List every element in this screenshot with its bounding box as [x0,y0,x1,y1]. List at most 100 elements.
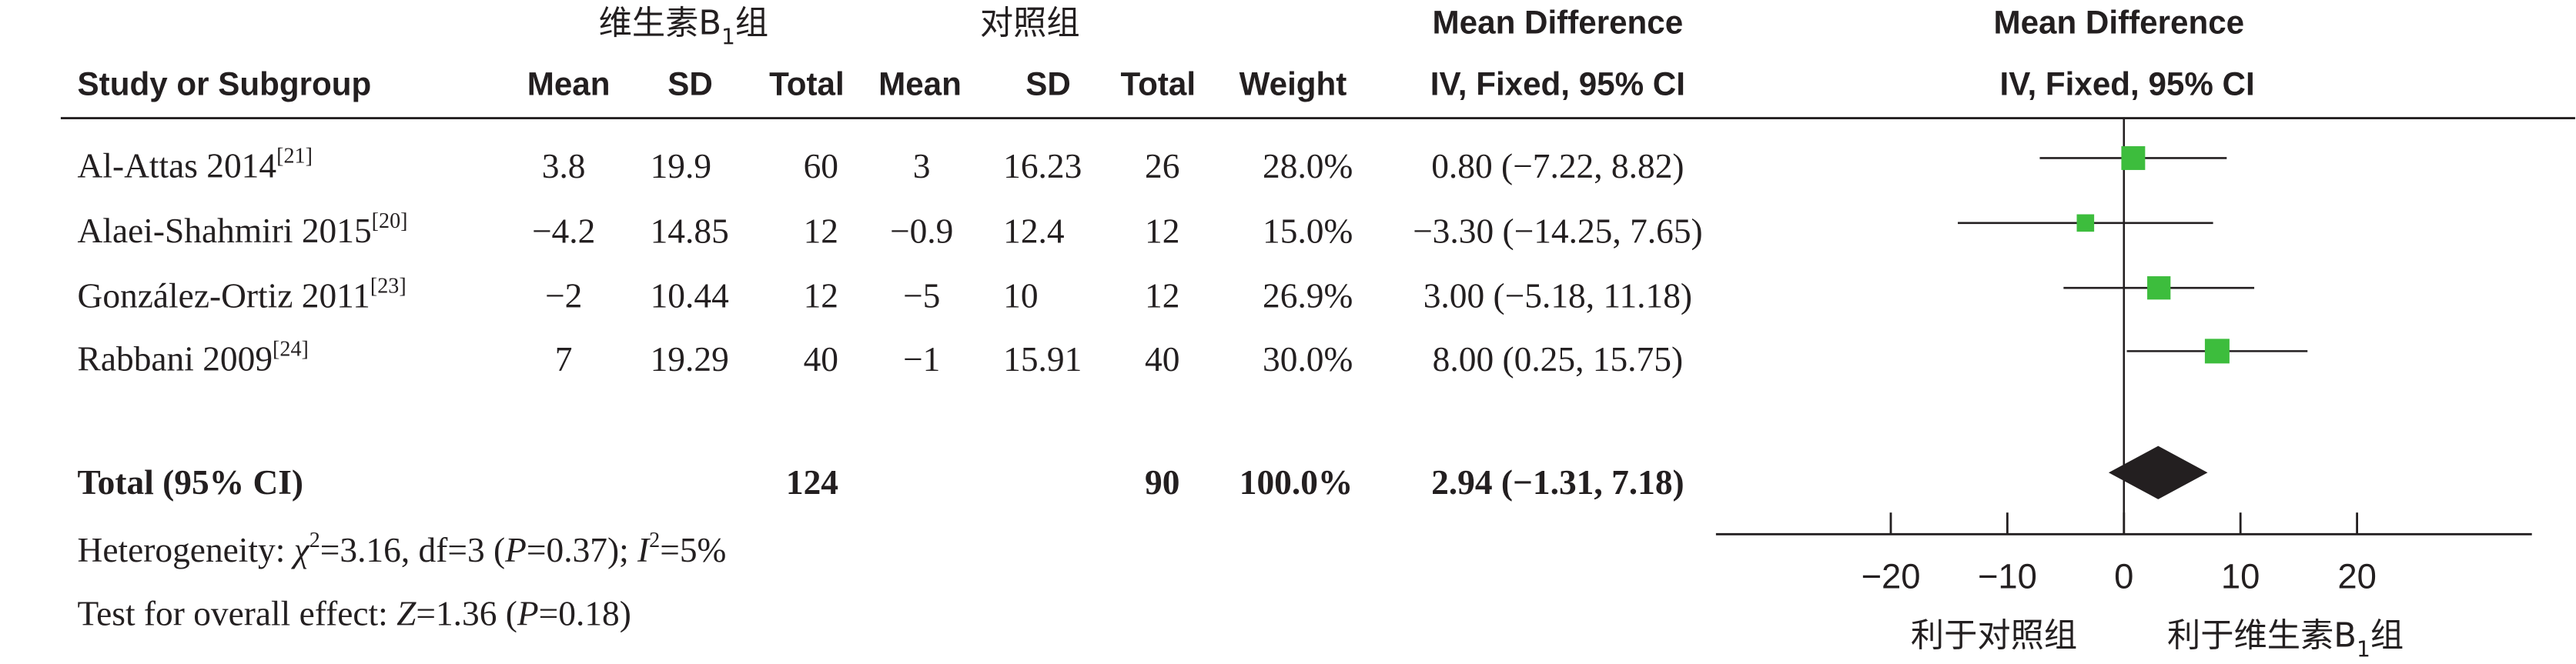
effect-ci: 0.80 (−7.22, 8.82) [1431,147,1684,185]
x-tick-label: 0 [2114,557,2133,596]
sd: 19.9 [651,147,711,185]
mean: −1 [903,340,940,379]
column-header: IV, Fixed, 95% CI [1430,66,1685,102]
total: 90 [1145,463,1179,502]
effect-ci: 3.00 (−5.18, 11.18) [1423,277,1692,315]
effect-square [2147,276,2171,300]
favours-label-part: 组 [2370,616,2404,655]
x-tick-label: 20 [2337,557,2377,596]
favours-label: 利于对照组 [1911,616,2077,655]
column-header: Weight [1239,66,1347,102]
column-header: Study or Subgroup [78,66,372,102]
mean: −4.2 [532,212,595,250]
total: 12 [804,212,838,250]
heterogeneity-part: I [637,532,651,570]
sd: 12.4 [1003,212,1064,250]
heterogeneity-part: P [504,532,527,570]
effect-square [2076,214,2095,232]
column-header: SD [1025,66,1071,102]
weight: 28.0% [1263,147,1353,185]
total-name: Total (95% CI) [78,463,303,502]
study-name-part: Rabbani 2009 [78,340,273,379]
heterogeneity-part: χ [291,532,310,570]
column-header: Total [1121,66,1196,102]
heterogeneity-part: =0.37); [527,532,637,570]
x-tick-label: 10 [2221,557,2260,596]
effect-ci: 8.00 (0.25, 15.75) [1433,340,1683,379]
study-name-part: [24] [273,337,309,361]
total: 12 [1145,277,1179,315]
effect-square [2204,339,2230,364]
overall-effect-part: Z [396,595,417,633]
sd: 14.85 [651,212,729,250]
total: 12 [1145,212,1179,250]
overall-effect-part: Test for overall effect: [78,595,397,633]
column-header: Mean [527,66,611,102]
group-header: Mean Difference [1433,5,1684,41]
study-name-part: González-Ortiz 2011 [78,277,370,315]
study-name-part: Al-Attas 2014 [78,147,277,185]
study-name-part: [20] [372,209,408,233]
group-header: 对照组 [980,4,1080,42]
overall-effect-part: =0.18) [539,595,631,633]
total: 12 [804,277,838,315]
favours-label-part: 1 [2357,636,2370,662]
x-tick-label: −20 [1861,557,1920,596]
effect-ci: −3.30 (−14.25, 7.65) [1413,212,1703,250]
mean: 3 [913,147,931,185]
heterogeneity-part: Heterogeneity: [78,532,294,570]
study-name: Rabbani 2009[24] [78,337,309,378]
mean: −0.9 [890,212,953,250]
study-name-part: Alaei-Shahmiri 2015 [78,212,372,250]
mean: 7 [555,340,573,379]
heterogeneity-part: 2 [649,529,660,552]
overall-effect-part: =1.36 ( [416,595,517,633]
favours-label: 利于维生素B1组 [2167,616,2404,662]
group-header-part: 组 [735,4,768,42]
sd: 10 [1003,277,1038,315]
mean: −5 [903,277,940,315]
total: 40 [1145,340,1179,379]
study-name-part: [21] [276,145,313,169]
heterogeneity-part: =3.16, df=3 ( [320,532,505,570]
effect-ci: 2.94 (−1.31, 7.18) [1431,463,1684,502]
group-header-part: 1 [721,24,735,49]
weight: 100.0% [1239,463,1353,502]
mean: 3.8 [542,147,586,185]
total: 60 [804,147,838,185]
sd: 16.23 [1003,147,1082,185]
column-header: IV, Fixed, 95% CI [2000,66,2255,102]
overall-effect-part: P [517,595,539,633]
favours-label-part: 利于维生素B [2167,616,2357,655]
weight: 15.0% [1263,212,1353,250]
effect-square [2121,146,2146,170]
mean: −2 [545,277,582,315]
study-name: Alaei-Shahmiri 2015[20] [78,209,408,250]
weight: 30.0% [1263,340,1353,379]
total: 40 [804,340,838,379]
sd: 10.44 [651,277,729,315]
heterogeneity: Heterogeneity: χ2=3.16, df=3 (P=0.37); I… [78,529,727,569]
group-header-part: 维生素B [599,4,721,42]
column-header: SD [667,66,713,102]
column-header: Total [769,66,845,102]
total: 124 [786,463,838,502]
study-name-part: [23] [370,274,406,298]
heterogeneity-part: 2 [309,529,320,552]
total: 26 [1145,147,1179,185]
group-header: 维生素B1组 [599,4,769,49]
weight: 26.9% [1263,277,1353,315]
heterogeneity-part: =5% [660,532,726,570]
group-header-part: 对照组 [980,4,1080,42]
column-header: Mean [878,66,962,102]
overall-effect: Test for overall effect: Z=1.36 (P=0.18) [78,595,631,633]
favours-label-part: 利于对照组 [1911,616,2077,655]
sd: 19.29 [651,340,729,379]
sd: 15.91 [1003,340,1082,379]
study-name: González-Ortiz 2011[23] [78,274,406,315]
study-name: Al-Attas 2014[21] [78,145,313,185]
total-diamond [2108,445,2208,499]
group-header: Mean Difference [1993,5,2244,41]
x-tick-label: −10 [1978,557,2037,596]
